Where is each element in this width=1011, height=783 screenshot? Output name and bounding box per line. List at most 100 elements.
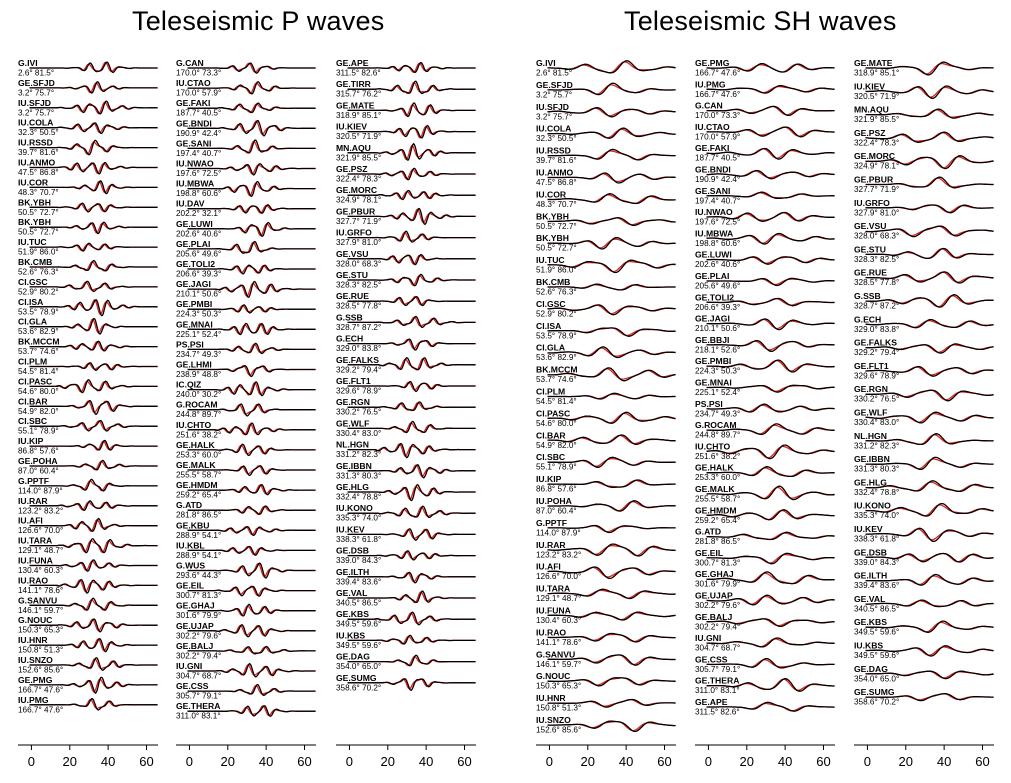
observed-trace: [29, 439, 158, 451]
station-name: GE.DAG: [336, 652, 370, 662]
observed-trace: [347, 463, 476, 479]
station-distance-azimuth: 187.7° 40.5°: [176, 109, 221, 118]
observed-trace: [187, 381, 316, 397]
station-name: IU.KIEV: [854, 81, 885, 91]
observed-trace: [706, 678, 835, 692]
observed-trace: [29, 162, 158, 175]
observed-trace: [187, 705, 316, 718]
station-distance-azimuth: 324.9° 78.1°: [336, 196, 381, 205]
station-distance-azimuth: 141.1° 78.6°: [536, 638, 581, 647]
station-distance-azimuth: 331.2° 82.3°: [854, 441, 899, 450]
observed-trace: [706, 191, 835, 200]
station-name: GE.RUE: [336, 291, 369, 301]
observed-trace: [865, 599, 994, 608]
station-name: GE.HLG: [336, 482, 369, 492]
station-distance-azimuth: 55.1° 78.9°: [18, 427, 59, 436]
observed-trace: [187, 240, 316, 254]
station-name: GE.WLF: [336, 418, 369, 428]
station-name: GE.SFJD: [536, 80, 573, 90]
x-tick-label: 20: [581, 754, 595, 769]
observed-trace: [547, 148, 676, 161]
station-name: IU.HNR: [536, 693, 566, 703]
sh-x-axis-1: 0 20 40 60: [536, 744, 676, 769]
observed-trace: [187, 662, 316, 678]
station-distance-azimuth: 354.0° 65.0°: [336, 662, 381, 671]
station-name: CI.GLA: [18, 317, 47, 327]
observed-trace: [706, 509, 835, 521]
station-distance-azimuth: 332.4° 78.8°: [854, 488, 899, 497]
station-name: G.SSB: [854, 291, 881, 301]
station-name: GE.MALK: [695, 484, 735, 494]
station-name: GE.VSU: [336, 249, 368, 259]
station-distance-azimuth: 340.5° 86.5°: [336, 599, 381, 608]
station-name: IU.ANMO: [18, 158, 56, 168]
observed-trace: [706, 169, 835, 180]
station-distance-azimuth: 354.0° 65.0°: [854, 674, 899, 683]
observed-trace: [706, 485, 835, 501]
station-distance-azimuth: 224.3° 50.3°: [176, 310, 221, 319]
observed-trace: [29, 221, 158, 235]
observed-trace: [865, 433, 994, 446]
station-name: GE.PSZ: [854, 128, 886, 138]
station-distance-azimuth: 281.8° 86.5°: [176, 511, 221, 520]
observed-trace: [865, 365, 994, 377]
station-distance-azimuth: 3.2° 75.7°: [18, 88, 54, 97]
observed-trace: [347, 420, 476, 434]
station-name: G.CAN: [695, 101, 723, 111]
station-distance-azimuth: 329.2° 79.4°: [336, 365, 381, 374]
observed-trace: [187, 683, 316, 696]
p-x-axis-3: 0 20 40 60: [336, 744, 476, 769]
observed-trace: [547, 127, 676, 139]
observed-trace: [706, 384, 835, 393]
station-name: GE.FLT1: [854, 361, 889, 371]
observed-trace: [547, 346, 676, 359]
station-distance-azimuth: 87.0° 60.4°: [536, 507, 577, 516]
station-distance-azimuth: 338.3° 61.8°: [336, 535, 381, 544]
station-distance-azimuth: 129.1° 48.7°: [536, 594, 581, 603]
observed-trace: [706, 531, 835, 541]
station-distance-azimuth: 349.5° 59.6°: [336, 641, 381, 650]
station-distance-azimuth: 190.9° 42.4°: [176, 129, 221, 138]
observed-trace: [29, 400, 158, 415]
station-distance-azimuth: 52.6° 76.3°: [536, 288, 577, 297]
station-distance-azimuth: 150.3° 65.3°: [18, 626, 63, 635]
observed-trace: [865, 670, 994, 680]
station-name: IU.NWAO: [176, 159, 214, 169]
station-distance-azimuth: 255.5° 58.7°: [695, 495, 740, 504]
station-name: G.ATD: [695, 527, 721, 537]
station-name: GE.THERA: [176, 701, 220, 711]
observed-trace: [865, 693, 994, 702]
observed-trace: [706, 297, 835, 307]
station-name: IU.SNZO: [536, 715, 571, 725]
station-distance-azimuth: 304.7° 68.7°: [176, 672, 221, 681]
station-distance-azimuth: 53.7° 74.6°: [18, 347, 59, 356]
station-distance-azimuth: 53.5° 78.9°: [536, 331, 577, 340]
station-distance-azimuth: 311.0° 83.1°: [695, 686, 740, 695]
station-name: CI.BAR: [536, 430, 566, 440]
station-distance-azimuth: 321.9° 85.5°: [854, 115, 899, 124]
x-tick-label: 40: [619, 754, 633, 769]
station-name: GE.HMDM: [695, 505, 737, 515]
observed-trace: [187, 221, 316, 237]
observed-trace: [347, 443, 476, 459]
observed-trace: [347, 634, 476, 645]
station-name: IU.GRFO: [854, 198, 890, 208]
observed-trace: [547, 217, 676, 227]
station-distance-azimuth: 123.2° 83.2°: [536, 550, 581, 559]
observed-trace: [187, 585, 316, 597]
station-distance-azimuth: 327.7° 71.9°: [854, 185, 899, 194]
station-distance-azimuth: 166.7° 47.6°: [695, 90, 740, 99]
station-name: IU.SNZO: [18, 655, 53, 665]
station-name: IU.HNR: [18, 635, 48, 645]
x-tick-label: 60: [816, 754, 830, 769]
station-name: G.SSB: [336, 312, 363, 322]
observed-trace: [865, 61, 994, 76]
observed-trace: [29, 280, 158, 293]
station-distance-azimuth: 331.3° 80.3°: [336, 471, 381, 480]
observed-trace: [29, 139, 158, 156]
station-distance-azimuth: 166.7° 47.6°: [18, 685, 63, 694]
station-name: BK.CMB: [536, 277, 570, 287]
station-name: GE.DSB: [336, 546, 369, 556]
station-name: GE.PSZ: [336, 164, 368, 174]
